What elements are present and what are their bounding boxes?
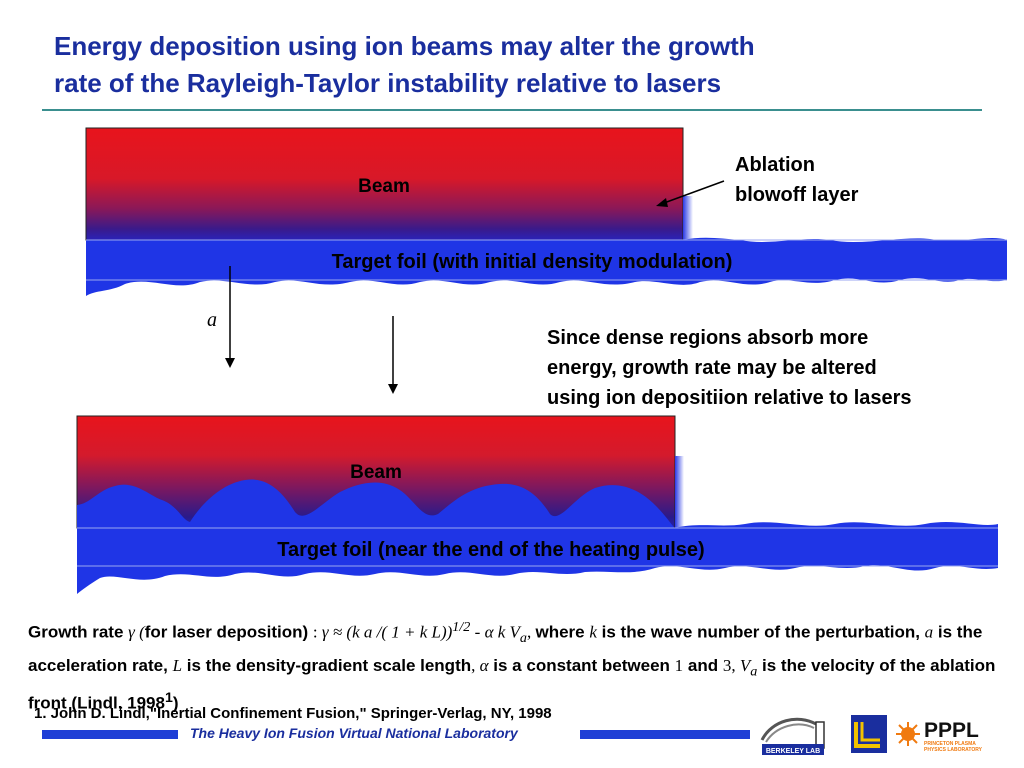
growth-text-part: : bbox=[312, 622, 322, 642]
growth-text-part: , bbox=[527, 622, 536, 642]
alpha-symbol: α bbox=[479, 656, 489, 676]
V-subscript: a bbox=[750, 663, 758, 680]
footer-bar-left bbox=[42, 730, 178, 739]
growth-text-part: is the wave number of the perturbation, bbox=[596, 622, 925, 642]
growth-text-part: Growth rate bbox=[28, 622, 129, 642]
ablation-callout-line-2: blowoff layer bbox=[735, 184, 859, 206]
gamma-symbol: γ ( bbox=[128, 622, 145, 642]
top-foil-label: Target foil (with initial density modula… bbox=[332, 251, 733, 273]
growth-formula: γ ≈ (k a /( 1 + k L)) bbox=[321, 622, 453, 642]
ablation-pointer-arrowhead bbox=[656, 198, 668, 207]
rayleigh-taylor-diagram: Beam Target foil (with initial density m… bbox=[76, 127, 1007, 594]
growth-text-part: ) bbox=[172, 694, 179, 714]
top-target-foil bbox=[86, 237, 1007, 296]
llnl-logo bbox=[851, 715, 887, 753]
footer-lab-name: The Heavy Ion Fusion Virtual National La… bbox=[190, 725, 518, 741]
growth-text-part: , bbox=[471, 656, 480, 676]
bottom-beam-label: Beam bbox=[350, 462, 402, 483]
berkeley-lab-logo: BERKELEY LAB bbox=[760, 717, 825, 755]
accel-arrow-right-head bbox=[388, 384, 398, 394]
number-one: 1 bbox=[674, 656, 684, 676]
growth-text-part: is a constant between bbox=[488, 656, 675, 676]
title-line-1: Energy deposition using ion beams may al… bbox=[54, 31, 755, 61]
bottom-panel: Beam Target foil (near the end of the he… bbox=[76, 415, 998, 594]
top-beam-label: Beam bbox=[358, 176, 410, 197]
growth-text-part: is the velocity of the ablation front (L… bbox=[28, 656, 996, 714]
since-callout: Since dense regions absorb more energy, … bbox=[547, 323, 912, 413]
reference-citation: 1. John D. Lindl,"Inertial Confinement F… bbox=[34, 705, 552, 722]
ablation-pointer-line bbox=[663, 180, 725, 204]
berkeley-lab-logo-caption: BERKELEY LAB bbox=[766, 748, 820, 755]
title-line-2: rate of the Rayleigh-Taylor instability … bbox=[54, 68, 722, 98]
footer-bar-right bbox=[580, 730, 750, 739]
pppl-logo-text: PPPL bbox=[924, 719, 979, 742]
pppl-logo: PPPL PRINCETON PLASMA PHYSICS LABORATORY bbox=[896, 719, 983, 753]
top-beam-edge-glow bbox=[683, 196, 693, 240]
growth-formula-term: α k V bbox=[484, 622, 520, 642]
growth-formula-subscript: a bbox=[519, 630, 527, 647]
bottom-foil-label: Target foil (near the end of the heating… bbox=[277, 539, 704, 561]
growth-formula-exponent: 1/2 bbox=[452, 619, 471, 635]
k-symbol: k bbox=[589, 622, 597, 642]
growth-text-part: - bbox=[470, 622, 485, 642]
ablation-callout: Ablation blowoff layer bbox=[735, 150, 858, 210]
V-symbol: V bbox=[739, 656, 751, 676]
accel-label: a bbox=[207, 309, 217, 331]
reference-superscript: 1 bbox=[164, 690, 173, 707]
growth-rate-paragraph: Growth rate γ (for laser deposition) : γ… bbox=[28, 614, 1013, 717]
growth-text-part: and bbox=[683, 656, 723, 676]
slide-title: Energy deposition using ion beams may al… bbox=[54, 28, 954, 102]
growth-text-part: is the density-gradient scale length bbox=[182, 656, 472, 676]
bottom-beam-edge-glow bbox=[675, 456, 684, 528]
ablation-callout-line-1: Ablation bbox=[735, 154, 815, 176]
top-panel: Beam Target foil (with initial density m… bbox=[85, 127, 1007, 296]
L-symbol: L bbox=[172, 656, 183, 676]
growth-text-part: where bbox=[535, 622, 590, 642]
since-callout-line-2: energy, growth rate may be altered bbox=[547, 357, 877, 379]
since-callout-line-3: using ion depositiion relative to lasers bbox=[547, 387, 912, 409]
top-beam-region bbox=[85, 127, 684, 241]
a-symbol: a bbox=[924, 622, 934, 642]
pppl-logo-subtext-1: PRINCETON PLASMA bbox=[924, 741, 976, 747]
accel-arrow-left-head bbox=[225, 358, 235, 368]
growth-text-part: is the acceleration rate, bbox=[28, 622, 983, 676]
growth-text-part: for laser deposition) bbox=[144, 622, 313, 642]
number-three: 3, bbox=[722, 656, 740, 676]
bottom-blowoff-bumps bbox=[77, 479, 675, 528]
title-divider bbox=[42, 109, 982, 111]
since-callout-line-1: Since dense regions absorb more bbox=[547, 327, 869, 349]
pppl-logo-subtext-2: PHYSICS LABORATORY bbox=[924, 747, 983, 753]
bottom-target-foil bbox=[77, 522, 998, 594]
